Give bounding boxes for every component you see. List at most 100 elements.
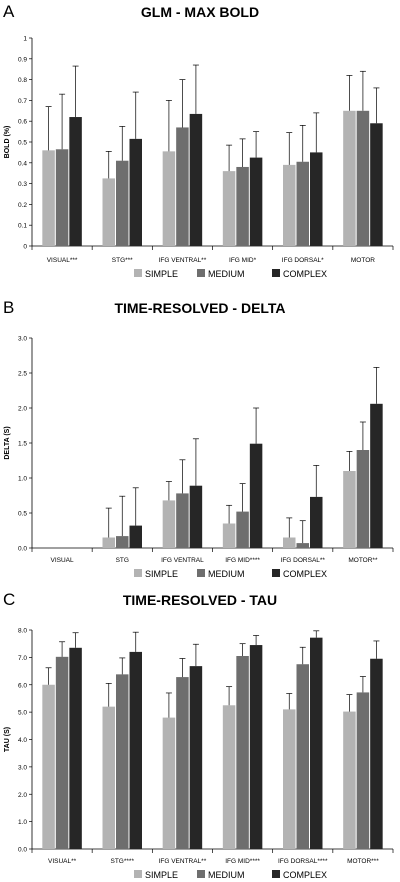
y-tick-label: 0.8 <box>18 77 27 84</box>
legend-swatch <box>197 269 205 277</box>
x-tick-label: IFG MID**** <box>225 858 260 865</box>
legend-swatch <box>197 569 205 577</box>
bar-chart: BOLD (%) 0 0.1 0.2 0.3 0.4 0.5 0.6 0.7 0.8 0.9 1 VIS… <box>4 36 394 279</box>
x-tick-label: VISUAL <box>51 557 75 564</box>
bar <box>249 157 263 246</box>
y-tick-label: 5.0 <box>18 710 27 717</box>
panel-letter: B <box>3 298 15 317</box>
bar <box>283 709 296 849</box>
bar <box>222 705 236 849</box>
bar <box>116 536 129 548</box>
bar <box>310 637 323 849</box>
legend-label: COMPLEX <box>283 569 327 579</box>
y-axis-label: DELTA (S) <box>4 426 11 459</box>
y-tick-label: 0.6 <box>18 119 27 126</box>
x-tick-label: IFG DORSAL* <box>282 257 324 264</box>
y-tick-label: 0.0 <box>18 546 27 553</box>
chart-title: GLM - MAX BOLD <box>140 4 260 20</box>
bar <box>42 684 55 849</box>
y-axis-label: BOLD (%) <box>4 126 11 159</box>
bar <box>249 443 263 548</box>
x-tick-label: IFG MID**** <box>225 557 260 564</box>
y-tick-label: 2.0 <box>18 406 27 413</box>
bar <box>236 166 249 246</box>
y-tick-label: 2.0 <box>18 792 27 799</box>
y-tick-label: 6.0 <box>18 682 27 689</box>
y-tick-label: 3.0 <box>18 336 27 343</box>
bar <box>370 403 383 548</box>
legend-swatch <box>272 269 280 277</box>
y-tick-label: 0.4 <box>18 160 27 167</box>
bar <box>189 666 203 849</box>
bar <box>129 525 142 548</box>
x-tick-label: IFG VENTRAL** <box>159 257 207 264</box>
bar <box>162 717 176 849</box>
y-tick-label: 7.0 <box>18 655 27 662</box>
legend-label: MEDIUM <box>208 269 245 279</box>
bar <box>356 450 370 548</box>
bar <box>116 160 129 246</box>
bar <box>296 161 309 246</box>
y-tick-label: 8.0 <box>18 628 27 635</box>
bar <box>176 493 189 548</box>
x-tick-label: MOTOR <box>351 257 375 264</box>
bar <box>102 706 115 849</box>
bar-chart: DELTA (S) 0.0 0.5 1.0 1.5 2.0 2.5 3.0 VISUAL STG I… <box>4 336 394 579</box>
x-tick-label: STG <box>116 557 129 564</box>
bar <box>189 113 203 246</box>
bar <box>176 127 189 246</box>
bar <box>310 496 323 548</box>
legend-label: COMPLEX <box>283 269 327 279</box>
bar <box>236 656 249 849</box>
x-tick-label: STG*** <box>112 257 133 264</box>
bar <box>176 677 189 849</box>
bar <box>370 123 383 246</box>
legend-label: SIMPLE <box>145 569 178 579</box>
y-axis-label: TAU (S) <box>4 727 11 752</box>
chart-title: TIME-RESOLVED - TAU <box>122 592 278 608</box>
bar <box>102 537 115 548</box>
chart-panel-c: C TIME-RESOLVED - TAU TAU (S) 0.0 1.0 2.0 3.… <box>0 588 400 882</box>
legend-swatch <box>134 569 142 577</box>
x-tick-label: MOTOR** <box>348 557 378 564</box>
x-tick-label: IFG DORSAL**** <box>278 858 328 865</box>
y-tick-label: 0.1 <box>18 223 27 230</box>
bar <box>55 656 69 849</box>
bar <box>236 511 249 548</box>
bar-chart: TAU (S) 0.0 1.0 2.0 3.0 4.0 5.0 6.0 7.0 8.0 VISUAL… <box>4 628 394 880</box>
x-tick-label: MOTOR*** <box>347 858 379 865</box>
bar <box>102 178 115 246</box>
y-tick-label: 0.5 <box>18 511 27 518</box>
bar <box>162 151 176 246</box>
x-tick-label: VISUAL** <box>48 858 77 865</box>
y-tick-label: 0.3 <box>18 181 27 188</box>
y-tick-label: 1.5 <box>18 441 27 448</box>
chart-panel-b: B TIME-RESOLVED - DELTA DELTA (S) 0.0 0.5 1… <box>0 296 400 588</box>
bar <box>129 651 142 849</box>
x-tick-label: IFG VENTRAL <box>161 557 204 564</box>
bar <box>55 149 69 246</box>
legend-label: SIMPLE <box>145 870 178 880</box>
y-tick-label: 4.0 <box>18 737 27 744</box>
bar <box>249 645 263 849</box>
legend-swatch <box>134 269 142 277</box>
bar <box>310 152 323 246</box>
y-tick-label: 3.0 <box>18 764 27 771</box>
bar <box>222 523 236 548</box>
bar <box>296 543 309 548</box>
y-tick-label: 0.5 <box>18 140 27 147</box>
y-tick-label: 1 <box>23 36 27 43</box>
y-tick-label: 0 <box>23 244 27 251</box>
y-tick-label: 2.5 <box>18 371 27 378</box>
x-tick-label: IFG DORSAL** <box>281 557 326 564</box>
legend-label: MEDIUM <box>208 569 245 579</box>
bar <box>69 647 82 849</box>
bar <box>343 471 356 548</box>
chart-title: TIME-RESOLVED - DELTA <box>114 300 286 316</box>
x-tick-label: VISUAL*** <box>47 257 78 264</box>
bar <box>283 164 296 246</box>
bar <box>129 138 142 246</box>
legend-label: MEDIUM <box>208 870 245 880</box>
bar <box>69 117 82 246</box>
bar <box>356 692 370 849</box>
